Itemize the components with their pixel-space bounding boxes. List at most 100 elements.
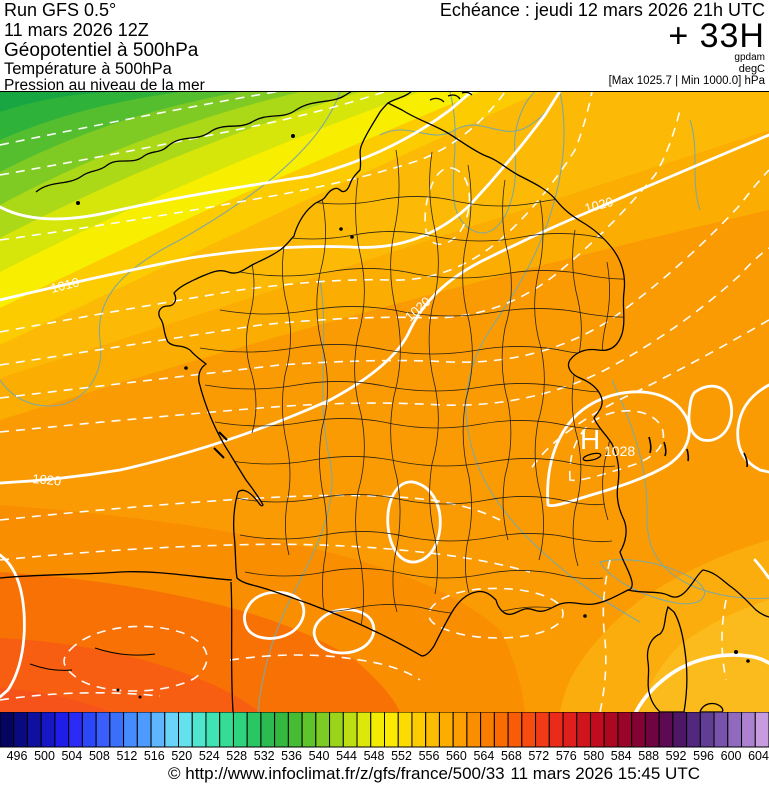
spain-north-coast — [0, 571, 233, 581]
italy-coast — [627, 569, 769, 618]
colorbar-cell — [40, 712, 56, 748]
colorbar-tick-label: 496 — [7, 749, 28, 762]
colorbar-cell — [672, 712, 688, 748]
colorbar-cell — [342, 712, 358, 748]
lake-geneva — [582, 452, 602, 462]
colorbar-cell — [370, 712, 385, 748]
forecast-info-block: Echéance : jeudi 12 mars 2026 21h UTC + … — [440, 0, 765, 88]
colorbar-cell — [521, 712, 537, 748]
colorbar-cell — [329, 712, 344, 748]
colorbar-cell — [0, 712, 15, 748]
colorbar-tick-label: 576 — [556, 749, 577, 762]
colorbar-tick-label: 560 — [446, 749, 467, 762]
italian-lakes — [648, 436, 748, 468]
colorbar-cell — [438, 712, 454, 748]
generated-timestamp: 11 mars 2026 15:45 UTC — [510, 764, 700, 783]
sardinia-tip — [699, 702, 724, 712]
colorbar-tick-label: 532 — [254, 749, 275, 762]
colorbar-tick-label: 572 — [528, 749, 549, 762]
colorbar-cell — [699, 712, 715, 748]
svg-text:H: H — [580, 424, 600, 455]
colorbar-cell — [191, 712, 207, 748]
colorbar-cell — [493, 712, 509, 748]
colorbar-cell — [150, 712, 166, 748]
colorbar-cell — [411, 712, 427, 748]
colorbar-cell — [480, 712, 495, 748]
rhine-delta — [429, 92, 473, 103]
colorbar-cell — [136, 712, 152, 748]
colorbar-cell — [109, 712, 125, 748]
colorbar-cell — [26, 712, 42, 748]
colorbar-cell — [452, 712, 468, 748]
geopotential-color-bands — [0, 92, 769, 712]
svg-text:1020: 1020 — [32, 471, 62, 488]
spain-border-line — [230, 581, 234, 712]
colorbar-cell — [631, 712, 646, 748]
field-geopotential: Géopotentiel à 500hPa — [4, 40, 199, 61]
colorbar-tick-label: 552 — [391, 749, 412, 762]
model-info-block: Run GFS 0.5° 11 mars 2026 12Z Géopotenti… — [4, 0, 205, 93]
model-run-title: Run GFS 0.5° — [4, 0, 117, 20]
colorbar-cell — [287, 712, 303, 748]
colorbar-cell — [301, 712, 317, 748]
colorbar-tick-label: 588 — [638, 749, 659, 762]
colorbar: 496 500 504 508 512 516 520 524 528 532 536 540 544 5… — [0, 712, 769, 762]
colorbar-cell — [205, 712, 221, 748]
colorbar-cell — [123, 712, 138, 748]
colorbar-cell — [562, 712, 578, 748]
colorbar-cell — [54, 712, 70, 748]
colorbar-cell — [81, 712, 97, 748]
colorbar-cell — [576, 712, 591, 748]
spain-interior-lines — [29, 647, 156, 671]
field-pressure: Pression au niveau de la mer — [4, 77, 205, 94]
footer: © http://www.infoclimat.fr/z/gfs/france/… — [0, 762, 769, 786]
colorbar-tick-label: 544 — [336, 749, 357, 762]
colorbar-tick-label: 520 — [171, 749, 192, 762]
colorbar-tick-label: 568 — [501, 749, 522, 762]
colorbar-tick-label: 524 — [199, 749, 220, 762]
colorbar-cell — [178, 712, 193, 748]
colorbar-tick-label: 516 — [144, 749, 165, 762]
colorbar-tick-label: 580 — [583, 749, 604, 762]
colorbar-cell — [425, 712, 440, 748]
colorbar-cell — [686, 712, 701, 748]
colorbar-tick-label: 548 — [364, 749, 385, 762]
header: Run GFS 0.5° 11 mars 2026 12Z Géopotenti… — [0, 0, 769, 93]
colorbar-cell — [260, 712, 276, 748]
model-run-date: 11 mars 2026 12Z — [4, 20, 149, 40]
isobar-lines — [0, 92, 769, 712]
colorbar-cell — [644, 712, 660, 748]
colorbar-cell — [68, 712, 83, 748]
colorbar-tick-label: 592 — [666, 749, 687, 762]
svg-text:1020: 1020 — [583, 194, 615, 216]
colorbar-tick-label: 528 — [226, 749, 247, 762]
corsica-coast — [646, 605, 688, 712]
colorbar-cell — [507, 712, 523, 748]
colorbar-tick-label: 508 — [89, 749, 110, 762]
colorbar-tick-label: 564 — [473, 749, 494, 762]
lead-time: + 33H — [668, 17, 765, 55]
colorbar-cell — [727, 712, 743, 748]
colorbar-tick-label: 500 — [34, 749, 55, 762]
colorbar-cell — [535, 712, 550, 748]
colorbar-cell — [95, 712, 111, 748]
colorbar-cell — [589, 712, 605, 748]
colorbar-tick-label: 512 — [116, 749, 137, 762]
weather-map: 1010 1020 1020 1020 H 1028 — [0, 91, 769, 712]
colorbar-tick-label: 600 — [721, 749, 742, 762]
colorbar-svg: 496 500 504 508 512 516 520 524 528 532 536 540 544 5… — [0, 712, 769, 762]
source-url: © http://www.infoclimat.fr/z/gfs/france/… — [168, 764, 505, 783]
colorbar-cell — [246, 712, 262, 748]
colorbar-cell — [754, 712, 769, 748]
colorbar-cell — [548, 712, 564, 748]
colorbar-tick-label: 584 — [611, 749, 632, 762]
colorbar-tick-label: 536 — [281, 749, 302, 762]
belgian-coast — [387, 92, 412, 104]
pressure-minmax: [Max 1025.7 | Min 1000.0] hPa — [608, 75, 765, 87]
colorbar-cell — [13, 712, 28, 748]
colorbar-tick-label: 596 — [693, 749, 714, 762]
colorbar-cell — [232, 712, 248, 748]
colorbar-tick-label: 556 — [419, 749, 440, 762]
england-coast — [35, 92, 352, 193]
